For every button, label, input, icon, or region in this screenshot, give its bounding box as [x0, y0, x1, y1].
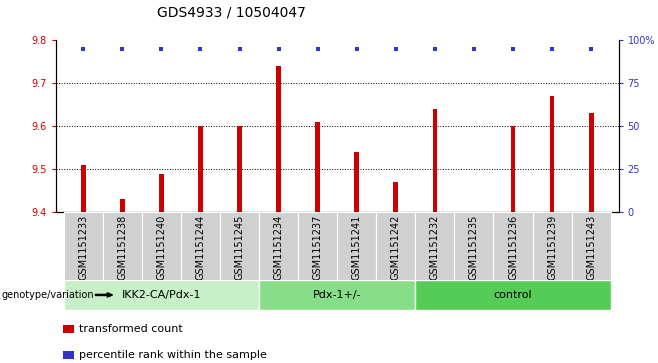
Point — [468, 46, 479, 52]
Bar — [237, 126, 242, 212]
Point — [430, 46, 440, 52]
Bar — [415, 212, 455, 280]
Bar — [142, 212, 181, 280]
Text: GSM1151245: GSM1151245 — [234, 215, 245, 280]
Text: GSM1151235: GSM1151235 — [469, 215, 479, 280]
Text: GSM1151241: GSM1151241 — [352, 215, 362, 280]
Bar — [455, 212, 494, 280]
Text: GSM1151240: GSM1151240 — [157, 215, 166, 280]
Bar — [276, 66, 281, 212]
Bar — [355, 152, 359, 212]
Text: GSM1151238: GSM1151238 — [117, 215, 128, 280]
Bar — [511, 126, 515, 212]
Point — [508, 46, 519, 52]
Bar — [494, 212, 532, 280]
Text: GSM1151244: GSM1151244 — [195, 215, 205, 280]
Bar — [393, 182, 398, 212]
Text: GSM1151233: GSM1151233 — [78, 215, 88, 280]
Bar — [64, 212, 103, 280]
Bar — [376, 212, 415, 280]
Bar — [589, 113, 594, 212]
Point — [351, 46, 362, 52]
Point — [391, 46, 401, 52]
Bar — [549, 96, 555, 212]
Bar — [259, 280, 415, 310]
Point — [234, 46, 245, 52]
Point — [273, 46, 284, 52]
Bar — [103, 212, 142, 280]
Text: genotype/variation: genotype/variation — [1, 290, 94, 300]
Bar — [81, 165, 86, 212]
Point — [156, 46, 166, 52]
Bar — [572, 212, 611, 280]
Bar — [259, 212, 298, 280]
Bar — [415, 280, 611, 310]
Point — [78, 46, 89, 52]
Text: GSM1151239: GSM1151239 — [547, 215, 557, 280]
Bar — [198, 126, 203, 212]
Text: GSM1151236: GSM1151236 — [508, 215, 518, 280]
Text: GSM1151242: GSM1151242 — [391, 215, 401, 280]
Bar — [120, 199, 125, 212]
Text: GSM1151234: GSM1151234 — [274, 215, 284, 280]
Bar — [298, 212, 337, 280]
Point — [313, 46, 323, 52]
Text: GSM1151243: GSM1151243 — [586, 215, 596, 280]
Text: GSM1151237: GSM1151237 — [313, 215, 322, 280]
Text: GDS4933 / 10504047: GDS4933 / 10504047 — [157, 6, 306, 20]
Point — [117, 46, 128, 52]
Text: GSM1151232: GSM1151232 — [430, 215, 440, 280]
Text: Pdx-1+/-: Pdx-1+/- — [313, 290, 361, 300]
Text: IKK2-CA/Pdx-1: IKK2-CA/Pdx-1 — [122, 290, 201, 300]
Point — [586, 46, 596, 52]
Point — [547, 46, 557, 52]
Bar — [181, 212, 220, 280]
Bar — [337, 212, 376, 280]
Bar — [532, 212, 572, 280]
Point — [195, 46, 206, 52]
Bar — [64, 280, 259, 310]
Bar — [315, 122, 320, 212]
Bar — [432, 109, 437, 212]
Text: transformed count: transformed count — [79, 324, 183, 334]
Text: control: control — [494, 290, 532, 300]
Text: percentile rank within the sample: percentile rank within the sample — [79, 350, 267, 360]
Bar — [159, 174, 164, 212]
Bar — [220, 212, 259, 280]
